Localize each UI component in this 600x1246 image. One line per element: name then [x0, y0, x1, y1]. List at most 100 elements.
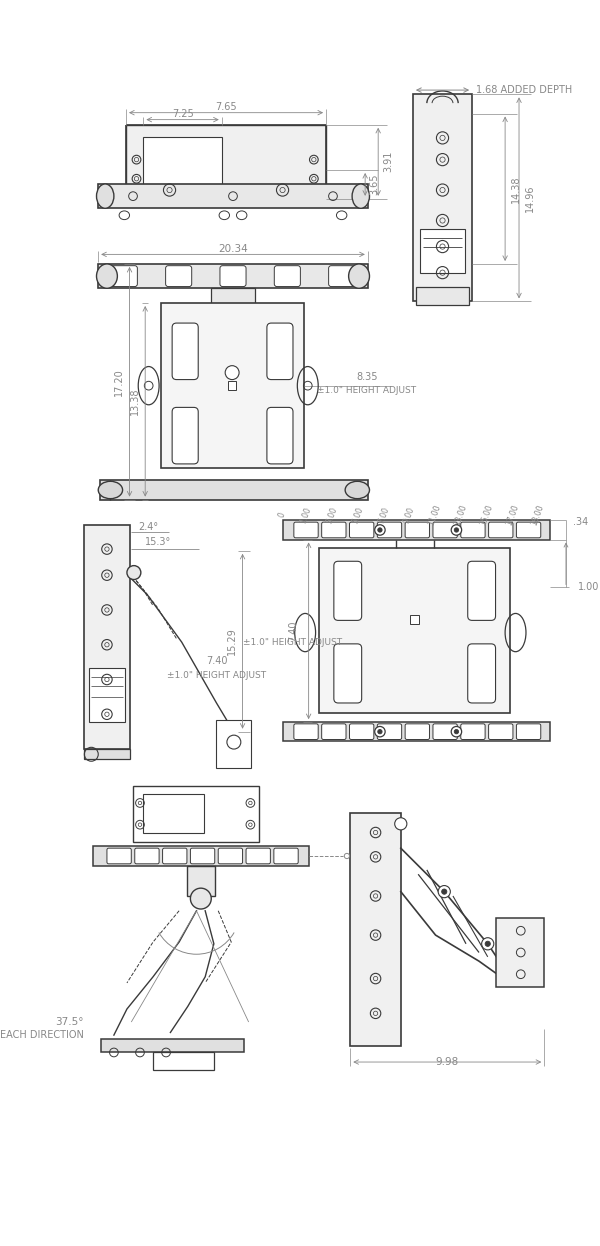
Bar [93, 846, 308, 866]
Text: 15.3°: 15.3° [145, 537, 172, 547]
Text: 15.00: 15.00 [478, 503, 494, 527]
Text: 7.40: 7.40 [288, 621, 298, 642]
Bar [89, 668, 125, 723]
Text: 5.00: 5.00 [350, 506, 365, 525]
FancyBboxPatch shape [517, 522, 541, 538]
FancyBboxPatch shape [172, 407, 198, 464]
FancyBboxPatch shape [461, 522, 485, 538]
Bar [420, 229, 465, 273]
Circle shape [378, 528, 382, 532]
Text: 1.00: 1.00 [578, 582, 599, 592]
Text: 9.00: 9.00 [402, 506, 416, 525]
Bar [228, 381, 236, 390]
Bar [98, 184, 368, 208]
FancyBboxPatch shape [334, 644, 362, 703]
Bar [319, 548, 511, 714]
Text: 7.25: 7.25 [172, 110, 193, 120]
Circle shape [485, 941, 490, 947]
Circle shape [454, 528, 458, 532]
Bar [161, 303, 304, 468]
Bar [410, 616, 419, 624]
Bar [211, 288, 255, 304]
FancyBboxPatch shape [405, 724, 430, 739]
FancyBboxPatch shape [488, 724, 513, 739]
Ellipse shape [352, 184, 370, 208]
Text: 15.29: 15.29 [227, 628, 237, 655]
Text: 14.38: 14.38 [511, 174, 521, 203]
Text: 1.00: 1.00 [299, 506, 313, 525]
FancyBboxPatch shape [190, 849, 215, 863]
FancyBboxPatch shape [107, 849, 131, 863]
Bar [143, 137, 221, 193]
Bar [85, 525, 130, 749]
FancyBboxPatch shape [349, 522, 374, 538]
Circle shape [438, 886, 451, 897]
Bar [98, 264, 368, 288]
FancyBboxPatch shape [468, 561, 496, 621]
Ellipse shape [97, 264, 118, 288]
FancyBboxPatch shape [163, 849, 187, 863]
Circle shape [375, 726, 385, 736]
Circle shape [378, 729, 382, 734]
Text: 7.40: 7.40 [206, 657, 227, 667]
Text: 18.00: 18.00 [530, 503, 546, 527]
FancyBboxPatch shape [220, 265, 246, 287]
FancyBboxPatch shape [172, 323, 198, 380]
FancyBboxPatch shape [166, 265, 192, 287]
Circle shape [225, 365, 239, 380]
Text: 17.20: 17.20 [114, 368, 124, 396]
Text: 14.96: 14.96 [524, 184, 535, 212]
FancyBboxPatch shape [461, 724, 485, 739]
Text: 7.65: 7.65 [215, 102, 237, 112]
FancyBboxPatch shape [274, 849, 298, 863]
FancyBboxPatch shape [329, 265, 355, 287]
Bar [283, 521, 550, 540]
FancyBboxPatch shape [218, 849, 242, 863]
Text: 13.00: 13.00 [452, 503, 468, 527]
Ellipse shape [97, 184, 114, 208]
FancyBboxPatch shape [267, 323, 293, 380]
Text: 1.68 ADDED DEPTH: 1.68 ADDED DEPTH [476, 85, 572, 95]
Text: .34: .34 [573, 517, 588, 527]
Bar [126, 125, 326, 199]
FancyBboxPatch shape [334, 561, 362, 621]
Bar [496, 918, 544, 987]
FancyBboxPatch shape [267, 407, 293, 464]
Polygon shape [408, 633, 422, 647]
Text: 2.4°: 2.4° [138, 522, 158, 532]
FancyBboxPatch shape [433, 724, 457, 739]
FancyBboxPatch shape [377, 724, 401, 739]
Circle shape [395, 817, 407, 830]
Bar [153, 1053, 214, 1070]
Polygon shape [225, 394, 239, 409]
Circle shape [482, 938, 494, 949]
Text: 3.65: 3.65 [370, 173, 380, 196]
Text: 8.35: 8.35 [356, 373, 377, 383]
FancyBboxPatch shape [274, 265, 301, 287]
Circle shape [451, 726, 461, 736]
FancyBboxPatch shape [322, 724, 346, 739]
FancyBboxPatch shape [468, 644, 496, 703]
Bar [100, 481, 368, 500]
FancyBboxPatch shape [294, 724, 318, 739]
FancyBboxPatch shape [488, 522, 513, 538]
Bar [416, 288, 469, 305]
FancyBboxPatch shape [349, 724, 374, 739]
Text: 0: 0 [277, 511, 287, 520]
FancyBboxPatch shape [294, 522, 318, 538]
Circle shape [454, 729, 458, 734]
FancyBboxPatch shape [135, 849, 159, 863]
FancyBboxPatch shape [405, 522, 430, 538]
Circle shape [451, 525, 461, 536]
Ellipse shape [349, 264, 370, 288]
FancyBboxPatch shape [433, 522, 457, 538]
Text: 37.5°: 37.5° [55, 1017, 83, 1027]
Bar [85, 749, 130, 760]
Text: 13.38: 13.38 [130, 388, 140, 415]
Bar [413, 95, 472, 302]
Text: 11.00: 11.00 [427, 503, 442, 527]
Bar [133, 785, 259, 842]
FancyBboxPatch shape [322, 522, 346, 538]
Circle shape [375, 525, 385, 536]
Circle shape [127, 566, 141, 579]
